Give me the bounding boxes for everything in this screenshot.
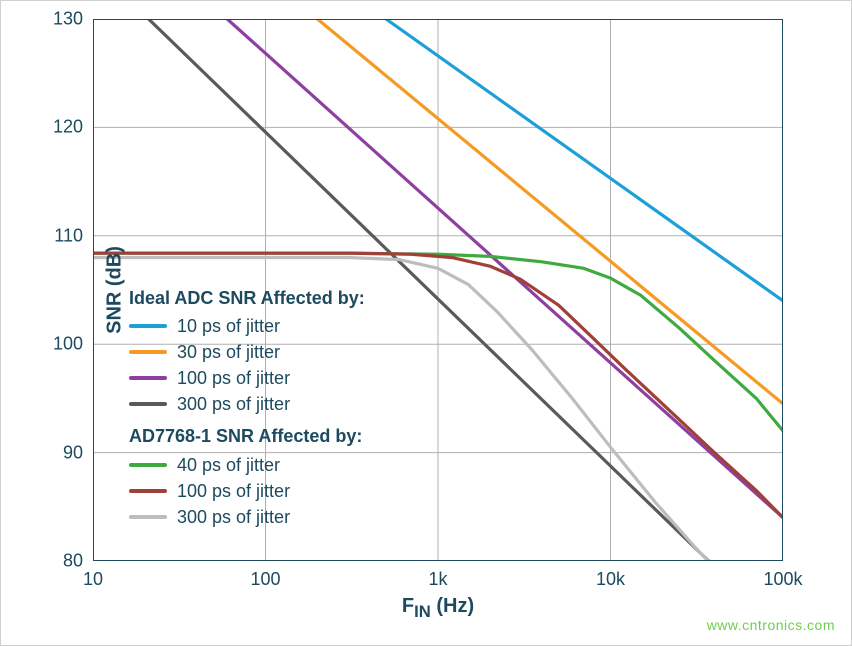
legend-swatch (129, 489, 167, 493)
y-tick-label: 90 (63, 442, 93, 463)
legend-label: 300 ps of jitter (177, 504, 290, 530)
legend-swatch (129, 324, 167, 328)
x-axis-title-sub: IN (414, 602, 431, 621)
y-axis-title: SNR (dB) (104, 246, 127, 334)
legend-swatch (129, 376, 167, 380)
plot-area: SNR (dB) FIN (Hz) Ideal ADC SNR Affected… (93, 19, 783, 561)
legend-label: 100 ps of jitter (177, 478, 290, 504)
legend-label: 30 ps of jitter (177, 339, 280, 365)
legend-swatch (129, 463, 167, 467)
watermark: www.cntronics.com (707, 617, 835, 633)
legend-item: 300 ps of jitter (129, 504, 365, 530)
legend-label: 300 ps of jitter (177, 391, 290, 417)
x-axis-title-main: F (402, 595, 414, 617)
legend-swatch (129, 350, 167, 354)
x-tick-label: 10 (83, 561, 103, 590)
x-tick-label: 100 (250, 561, 280, 590)
legend-swatch (129, 402, 167, 406)
x-tick-label: 10k (596, 561, 625, 590)
legend-item: 10 ps of jitter (129, 313, 365, 339)
y-tick-label: 100 (53, 334, 93, 355)
figure-frame: SNR (dB) FIN (Hz) Ideal ADC SNR Affected… (0, 0, 852, 646)
legend-label: 100 ps of jitter (177, 365, 290, 391)
legend-group-header: Ideal ADC SNR Affected by: (129, 285, 365, 311)
x-tick-label: 1k (428, 561, 447, 590)
x-tick-label: 100k (763, 561, 802, 590)
legend-label: 10 ps of jitter (177, 313, 280, 339)
legend-group-header: AD7768-1 SNR Affected by: (129, 423, 365, 449)
legend-item: 100 ps of jitter (129, 478, 365, 504)
legend-item: 100 ps of jitter (129, 365, 365, 391)
y-tick-label: 130 (53, 9, 93, 30)
legend-item: 40 ps of jitter (129, 452, 365, 478)
legend-item: 30 ps of jitter (129, 339, 365, 365)
x-axis-title-unit: (Hz) (436, 595, 474, 617)
y-tick-label: 110 (54, 225, 93, 246)
y-tick-label: 120 (53, 117, 93, 138)
legend: Ideal ADC SNR Affected by:10 ps of jitte… (129, 279, 365, 530)
legend-item: 300 ps of jitter (129, 391, 365, 417)
legend-label: 40 ps of jitter (177, 452, 280, 478)
legend-swatch (129, 515, 167, 519)
